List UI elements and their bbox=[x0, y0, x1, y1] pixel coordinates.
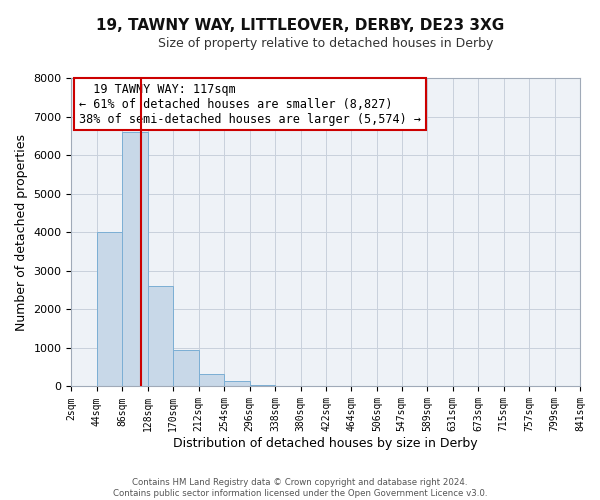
Bar bbox=[250, 384, 275, 386]
X-axis label: Distribution of detached houses by size in Derby: Distribution of detached houses by size … bbox=[173, 437, 478, 450]
Bar bbox=[224, 382, 250, 386]
Bar bbox=[199, 374, 224, 386]
Text: 19, TAWNY WAY, LITTLEOVER, DERBY, DE23 3XG: 19, TAWNY WAY, LITTLEOVER, DERBY, DE23 3… bbox=[96, 18, 504, 32]
Bar bbox=[173, 350, 199, 387]
Text: Contains HM Land Registry data © Crown copyright and database right 2024.
Contai: Contains HM Land Registry data © Crown c… bbox=[113, 478, 487, 498]
Title: Size of property relative to detached houses in Derby: Size of property relative to detached ho… bbox=[158, 38, 493, 51]
Bar bbox=[122, 132, 148, 386]
Y-axis label: Number of detached properties: Number of detached properties bbox=[15, 134, 28, 331]
Text: 19 TAWNY WAY: 117sqm
← 61% of detached houses are smaller (8,827)
38% of semi-de: 19 TAWNY WAY: 117sqm ← 61% of detached h… bbox=[79, 82, 421, 126]
Bar bbox=[148, 286, 173, 386]
Bar bbox=[97, 232, 122, 386]
